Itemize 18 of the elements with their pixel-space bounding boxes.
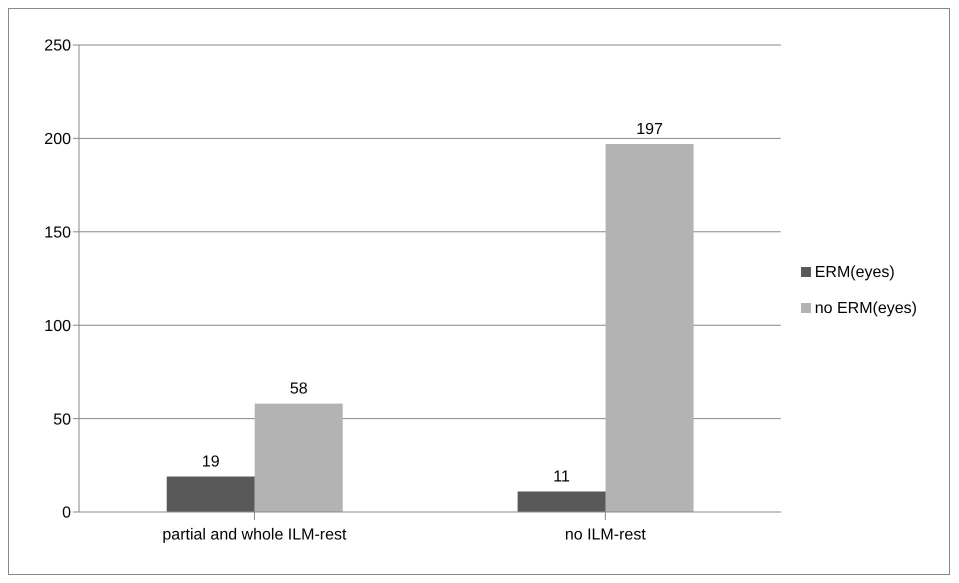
data-label: 197 <box>636 121 664 138</box>
y-tick-label: 150 <box>44 224 72 242</box>
data-label: 19 <box>202 454 220 471</box>
bar <box>166 476 255 512</box>
y-tick-label: 50 <box>53 411 72 428</box>
bar <box>518 491 606 512</box>
legend-label: ERM(eyes) <box>814 264 895 280</box>
y-tick-label: 100 <box>44 318 72 335</box>
bar <box>254 404 343 512</box>
legend-label: no ERM(eyes) <box>814 300 917 316</box>
y-tick-label: 250 <box>44 38 72 55</box>
bar <box>606 144 694 512</box>
x-tick-label: no ILM-rest <box>564 526 646 544</box>
data-label: 58 <box>290 380 308 398</box>
y-tick-label: 0 <box>62 504 72 522</box>
data-label: 11 <box>553 468 570 486</box>
x-tick-label: partial and whole ILM-rest <box>162 526 348 544</box>
y-tick-label: 200 <box>44 131 72 148</box>
